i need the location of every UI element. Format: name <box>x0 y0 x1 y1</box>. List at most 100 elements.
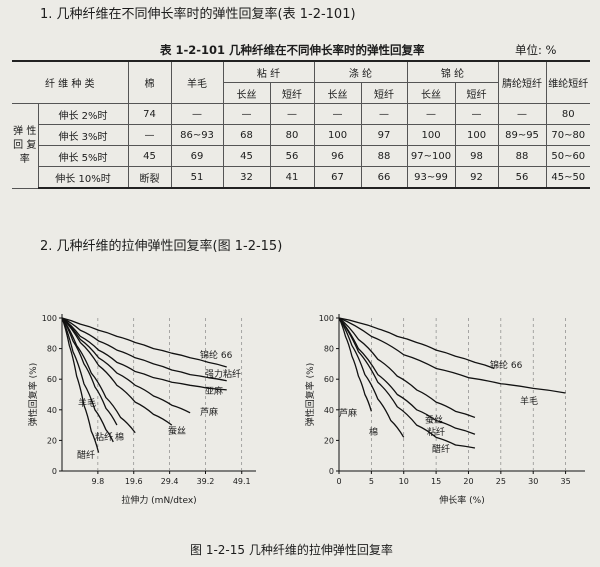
table-cell: 100 <box>454 124 499 146</box>
series-line <box>338 317 405 438</box>
header-wool: 羊毛 <box>170 60 224 104</box>
table-cell: 86~93 <box>170 124 224 146</box>
series-label: 芦麻 <box>339 407 357 419</box>
x-tick-label: 15 <box>431 477 441 486</box>
table-cell: 32 <box>222 166 271 189</box>
side-label: 弹 性 回 复 率 <box>12 103 38 189</box>
table-row: 伸长 10%时 断裂 51 32 41 67 66 93~99 92 56 45… <box>12 166 591 189</box>
series-line <box>61 317 118 426</box>
table-cell: 68 <box>222 124 271 146</box>
y-tick-label: 0 <box>329 467 334 476</box>
row-label: 伸长 5%时 <box>37 145 129 167</box>
x-axis-label: 伸长率 (%) <box>439 494 484 506</box>
subheader-staple: 短纤 <box>360 82 408 104</box>
x-axis-label: 拉伸力 (mN/dtex) <box>121 494 196 506</box>
series-label: 羊毛 <box>520 395 538 407</box>
table-cell: — <box>127 124 172 146</box>
table-cell: 断裂 <box>127 166 172 189</box>
series-line <box>338 317 372 412</box>
x-tick-label: 30 <box>528 477 538 486</box>
y-axis-label: 弹性回复率 (%) <box>304 363 316 426</box>
series-label: 棉 <box>115 431 124 443</box>
series-line <box>61 317 100 453</box>
series-label: 蚕丝 <box>168 425 186 437</box>
series-line <box>61 317 173 426</box>
table-cell: 80 <box>545 103 591 125</box>
table-cell: 69 <box>170 145 224 167</box>
series-line <box>338 317 476 419</box>
header-cotton: 棉 <box>127 60 172 104</box>
table-cell: — <box>222 103 271 125</box>
y-tick-label: 80 <box>47 345 57 354</box>
series-line <box>338 317 495 370</box>
y-tick-label: 0 <box>52 467 57 476</box>
table-cell: — <box>360 103 408 125</box>
chart-elongation-recovery: 0 20 40 60 80 100 0 5 10 15 20 25 30 35 伸长率 (%) 弹性回复率 (… <box>304 314 585 506</box>
series-label: 锦纶 66 <box>200 349 233 361</box>
table-cell: — <box>170 103 224 125</box>
series-label: 醋纤 <box>432 443 450 455</box>
figure-caption: 图 1-2-15 几种纤维的拉伸弹性回复率 <box>190 543 393 557</box>
series-label: 强力粘纤 <box>205 368 241 380</box>
table-cell: 100 <box>313 124 362 146</box>
subheader-staple: 短纤 <box>454 82 499 104</box>
y-tick-label: 20 <box>324 436 334 445</box>
table-cell: 88 <box>497 145 547 167</box>
series-label: 锦纶 66 <box>490 359 523 371</box>
y-tick-label: 20 <box>47 436 57 445</box>
header-vinylon-staple: 维纶短纤 <box>545 60 591 104</box>
subheader-filament: 长丝 <box>222 82 271 104</box>
series-label: 粘纤 <box>95 431 113 443</box>
table-cell: 92 <box>454 166 499 189</box>
subheader-staple: 短纤 <box>269 82 315 104</box>
header-viscose: 粘 纤 <box>222 60 315 83</box>
elastic-recovery-table: 纤 维 种 类 棉 羊毛 粘 纤 涤 纶 锦 纶 腈纶短纤 维纶短纤 长丝 短纤… <box>12 60 591 189</box>
series-line <box>61 317 227 391</box>
header-nylon: 锦 纶 <box>406 60 499 83</box>
table-cell: 41 <box>269 166 315 189</box>
x-tick-label: 5 <box>369 477 374 486</box>
x-tick-label: 10 <box>399 477 409 486</box>
table-cell: 56 <box>269 145 315 167</box>
table-cell: 74 <box>127 103 172 125</box>
y-tick-label: 60 <box>47 375 57 384</box>
table-cell: 51 <box>170 166 224 189</box>
table-cell: 98 <box>454 145 499 167</box>
x-tick-label: 19.6 <box>125 477 143 486</box>
series-label: 芦麻 <box>200 406 218 418</box>
y-tick-label: 60 <box>324 375 334 384</box>
table-cell: 93~99 <box>406 166 456 189</box>
y-tick-label: 40 <box>47 406 57 415</box>
table-cell: 50~60 <box>545 145 591 167</box>
table-cell: 80 <box>269 124 315 146</box>
row-label: 伸长 2%时 <box>37 103 129 125</box>
subheader-filament: 长丝 <box>313 82 362 104</box>
series-line <box>61 317 191 414</box>
section-2-title: 2. 几种纤维的拉伸弹性回复率(图 1-2-15) <box>40 239 283 254</box>
table-cell: 45~50 <box>545 166 591 189</box>
table-cell: 88 <box>360 145 408 167</box>
x-tick-label: 0 <box>336 477 341 486</box>
y-axis-label: 弹性回复率 (%) <box>27 363 39 426</box>
table-row: 伸长 5%时 45 69 45 56 96 88 97~100 98 88 50… <box>12 145 591 167</box>
series-label: 蚕丝 <box>425 414 443 426</box>
table-cell: 45 <box>222 145 271 167</box>
table-cell: — <box>313 103 362 125</box>
series-line <box>338 317 476 435</box>
table-row: 弹 性 回 复 率 伸长 2%时 74 — — — — — — — — 80 <box>12 103 591 189</box>
y-tick-label: 80 <box>324 345 334 354</box>
series-line <box>338 317 566 394</box>
series-label: 粘纤 <box>427 426 445 438</box>
table-unit: 单位: % <box>515 43 557 57</box>
table-cell: 97 <box>360 124 408 146</box>
table-cell: 97~100 <box>406 145 456 167</box>
table-row: 伸长 3%时 — 86~93 68 80 100 97 100 100 89~9… <box>12 124 591 146</box>
row-label: 伸长 3%时 <box>37 124 129 146</box>
header-fiber-type: 纤 维 种 类 <box>12 60 129 104</box>
series-label: 醋纤 <box>77 449 95 461</box>
table-caption: 表 1-2-101 几种纤维在不同伸长率时的弹性回复率 <box>160 43 425 57</box>
header-acrylic-staple: 腈纶短纤 <box>497 60 547 104</box>
section-1-title: 1. 几种纤维在不同伸长率时的弹性回复率(表 1-2-101) <box>40 7 356 22</box>
series-line <box>61 317 136 434</box>
table-cell: 89~95 <box>497 124 547 146</box>
